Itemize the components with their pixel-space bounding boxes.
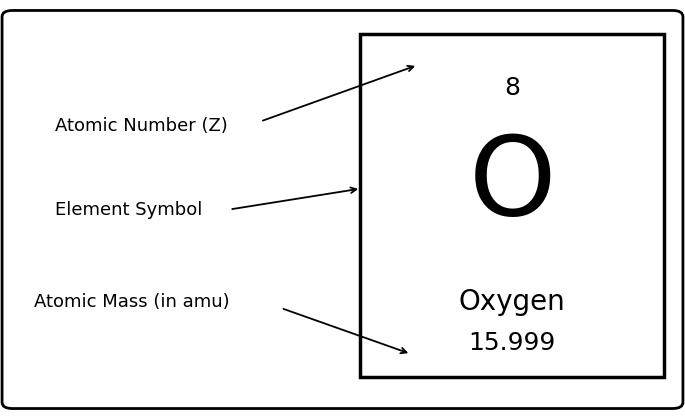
FancyBboxPatch shape (2, 10, 683, 409)
Bar (360, 34, 664, 377)
Text: 8: 8 (504, 77, 520, 101)
Text: Atomic Mass (in amu): Atomic Mass (in amu) (34, 293, 230, 310)
Text: Element Symbol: Element Symbol (55, 201, 202, 218)
Text: Atomic Number (Z): Atomic Number (Z) (55, 117, 227, 134)
Text: 15.999: 15.999 (469, 331, 556, 355)
Text: Oxygen: Oxygen (459, 287, 565, 316)
Text: O: O (469, 131, 556, 238)
